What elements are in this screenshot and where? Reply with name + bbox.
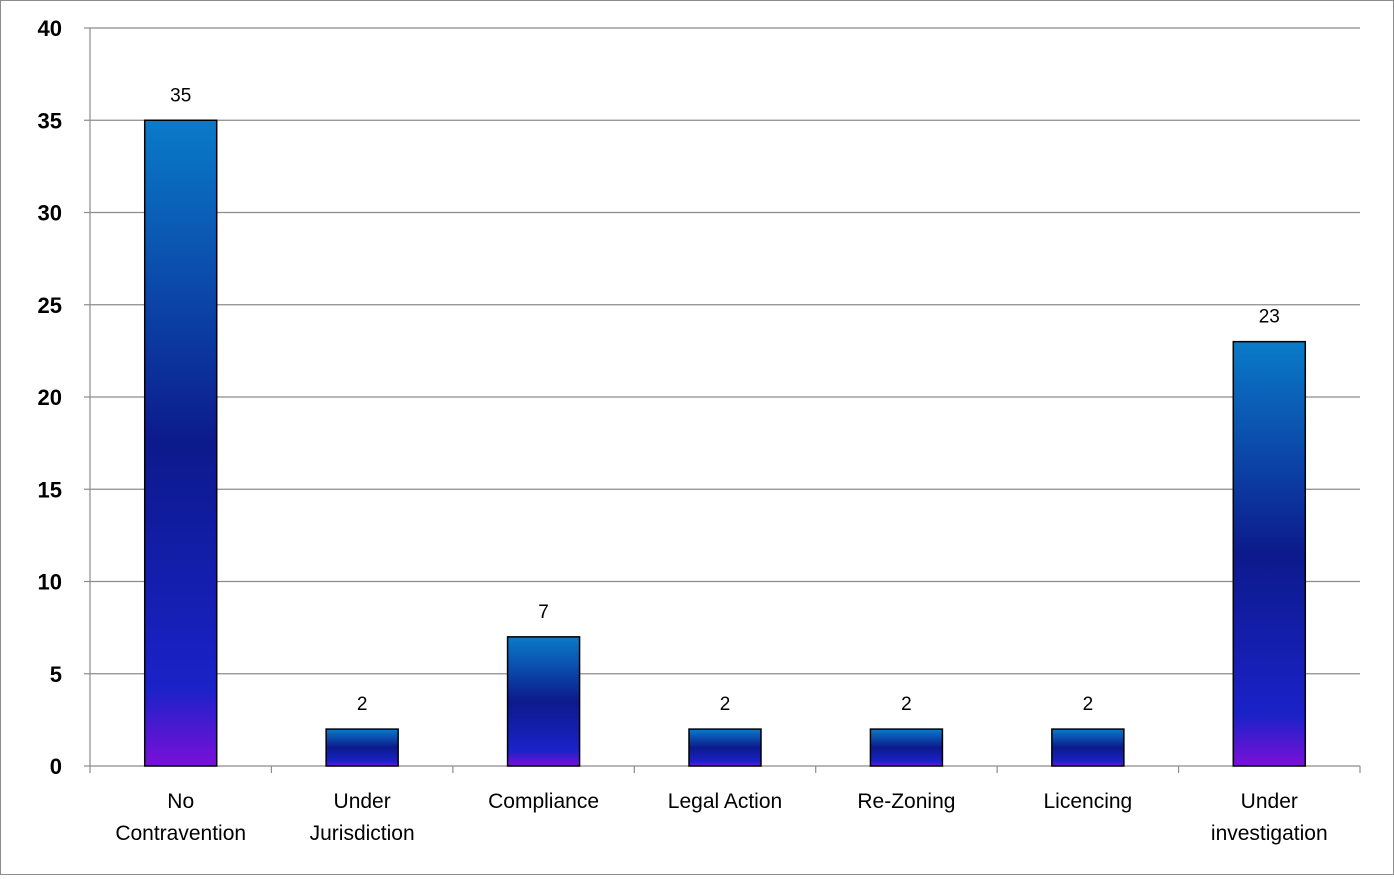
- x-tick-label: Under: [334, 790, 391, 813]
- bar-1: [325, 728, 399, 767]
- y-tick-label: 30: [38, 201, 62, 226]
- x-tick-label: Jurisdiction: [310, 822, 415, 845]
- data-label: 7: [538, 602, 549, 623]
- y-tick-label: 15: [38, 477, 62, 502]
- y-tick-label: 0: [50, 754, 62, 779]
- data-label: 2: [357, 694, 368, 715]
- axes: [84, 27, 1361, 773]
- y-tick-label: 25: [38, 293, 62, 318]
- x-tick-label: Licencing: [1043, 790, 1132, 813]
- x-tick-label: Re-Zoning: [857, 790, 955, 813]
- bar-2: [506, 636, 581, 767]
- bar-4: [869, 728, 944, 767]
- x-tick-label: Legal Action: [668, 790, 782, 813]
- data-label: 23: [1259, 307, 1280, 328]
- data-label: 2: [1083, 694, 1094, 715]
- data-label: 2: [901, 694, 912, 715]
- x-tick-label: Compliance: [488, 790, 599, 813]
- bar-5: [1051, 728, 1125, 767]
- data-label: 2: [720, 694, 731, 715]
- bar-0: [143, 119, 218, 767]
- y-tick-label: 40: [38, 16, 62, 41]
- labels: 0 5 10 15 20 25 30 35 40 35 No Contravention 2 Under J…: [38, 16, 1328, 845]
- x-tick-label: No: [167, 790, 194, 813]
- y-tick-label: 10: [38, 570, 62, 595]
- x-tick-label: Contravention: [115, 822, 246, 845]
- y-tick-label: 35: [38, 108, 62, 133]
- y-tick-label: 5: [50, 662, 62, 687]
- bar-3: [688, 728, 762, 767]
- bar-6: [1232, 340, 1307, 767]
- bars: [143, 119, 1307, 767]
- y-tick-label: 20: [38, 385, 62, 410]
- x-tick-label: Under: [1241, 790, 1298, 813]
- grid-lines: [90, 27, 1360, 675]
- x-tick-label: investigation: [1211, 822, 1328, 845]
- data-label: 35: [170, 85, 191, 106]
